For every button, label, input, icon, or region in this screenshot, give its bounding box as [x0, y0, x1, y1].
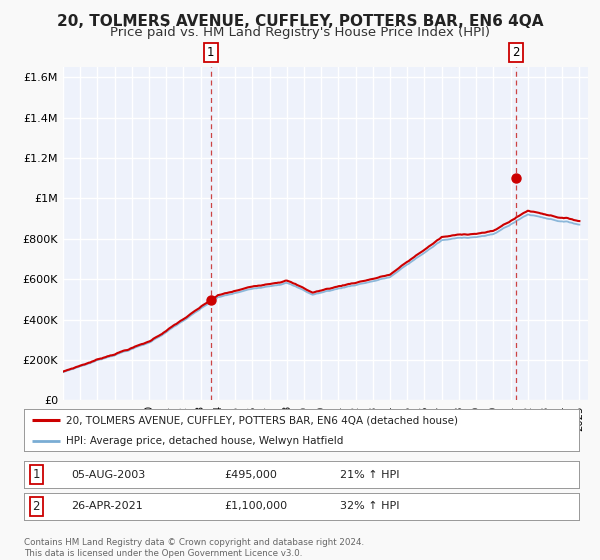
Text: 05-AUG-2003: 05-AUG-2003 [71, 470, 145, 480]
Text: 2: 2 [32, 500, 40, 513]
Text: Price paid vs. HM Land Registry's House Price Index (HPI): Price paid vs. HM Land Registry's House … [110, 26, 490, 39]
Text: £495,000: £495,000 [224, 470, 277, 480]
Text: Contains HM Land Registry data © Crown copyright and database right 2024.
This d: Contains HM Land Registry data © Crown c… [24, 538, 364, 558]
Text: 21% ↑ HPI: 21% ↑ HPI [340, 470, 400, 480]
Text: 1: 1 [207, 46, 215, 59]
Text: 20, TOLMERS AVENUE, CUFFLEY, POTTERS BAR, EN6 4QA (detached house): 20, TOLMERS AVENUE, CUFFLEY, POTTERS BAR… [65, 415, 458, 425]
Text: 20, TOLMERS AVENUE, CUFFLEY, POTTERS BAR, EN6 4QA: 20, TOLMERS AVENUE, CUFFLEY, POTTERS BAR… [57, 14, 543, 29]
Text: 32% ↑ HPI: 32% ↑ HPI [340, 501, 400, 511]
Text: 2: 2 [512, 46, 520, 59]
Text: 1: 1 [32, 468, 40, 482]
Text: £1,100,000: £1,100,000 [224, 501, 287, 511]
Text: 26-APR-2021: 26-APR-2021 [71, 501, 143, 511]
Text: HPI: Average price, detached house, Welwyn Hatfield: HPI: Average price, detached house, Welw… [65, 436, 343, 446]
